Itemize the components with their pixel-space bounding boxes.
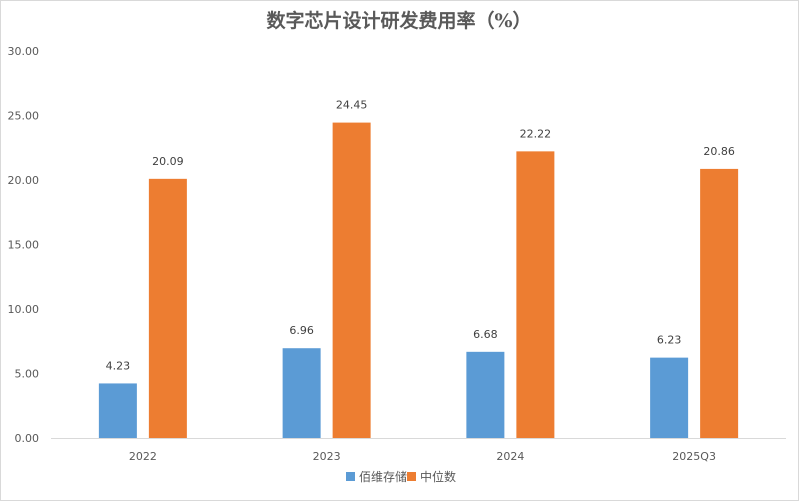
x-tick-label: 2025Q3 <box>672 450 716 463</box>
legend-label: 中位数 <box>420 469 456 484</box>
bar <box>332 122 371 438</box>
y-tick-label: 15.00 <box>8 239 40 252</box>
bar <box>700 168 739 438</box>
y-axis: 0.00 5.00 10.00 15.00 20.00 25.00 30.00 <box>8 45 40 445</box>
x-tick-label: 2024 <box>496 450 524 463</box>
data-label: 6.96 <box>289 324 314 337</box>
data-label: 6.68 <box>473 328 498 341</box>
data-label: 4.23 <box>106 359 131 372</box>
bar <box>516 151 555 438</box>
legend-swatch <box>346 472 355 481</box>
data-label: 20.09 <box>152 155 184 168</box>
y-tick-label: 20.00 <box>8 174 40 187</box>
data-label: 6.23 <box>657 334 682 347</box>
y-tick-label: 30.00 <box>8 45 40 58</box>
y-tick-label: 5.00 <box>15 368 40 381</box>
y-tick-label: 10.00 <box>8 303 40 316</box>
chart-title: 数字芯片设计研发费用率（%） <box>266 9 531 32</box>
bar <box>282 348 321 438</box>
data-labels: 4.23 20.09 6.96 24.45 6.68 22.22 6.23 20.86 <box>106 99 735 373</box>
legend-label: 佰维存储 <box>359 469 407 484</box>
x-tick-label: 2023 <box>313 450 341 463</box>
x-axis: 2022 2023 2024 2025Q3 <box>51 438 786 463</box>
legend-swatch <box>407 472 416 481</box>
y-tick-label: 25.00 <box>8 110 40 123</box>
y-tick-label: 0.00 <box>15 432 40 445</box>
data-label: 20.86 <box>703 145 735 158</box>
bar <box>148 178 187 439</box>
bar <box>650 357 689 438</box>
x-tick-label: 2022 <box>129 450 157 463</box>
bar <box>98 383 137 438</box>
bar <box>466 351 505 438</box>
data-label: 22.22 <box>520 127 552 140</box>
legend: 佰维存储 中位数 <box>346 469 456 484</box>
data-label: 24.45 <box>336 99 368 112</box>
bars <box>98 122 739 439</box>
